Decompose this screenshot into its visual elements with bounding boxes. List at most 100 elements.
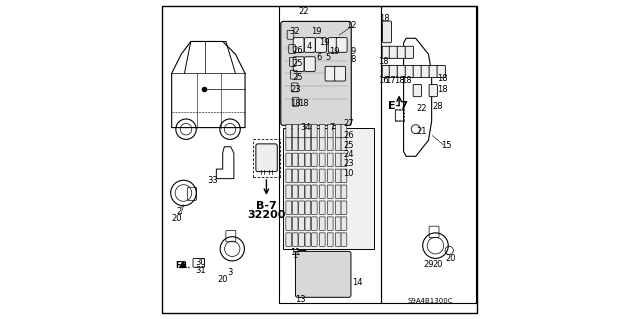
FancyBboxPatch shape	[305, 38, 316, 52]
Text: 12: 12	[346, 21, 356, 30]
Text: 32: 32	[289, 27, 300, 36]
Text: 20: 20	[218, 275, 228, 284]
Text: 19: 19	[312, 27, 322, 36]
Text: 18: 18	[290, 100, 300, 108]
FancyBboxPatch shape	[319, 124, 325, 138]
FancyBboxPatch shape	[299, 137, 305, 151]
Text: 20: 20	[445, 254, 456, 263]
FancyBboxPatch shape	[327, 217, 333, 230]
Text: 3: 3	[227, 268, 233, 277]
FancyBboxPatch shape	[292, 124, 298, 138]
Text: 20: 20	[433, 260, 444, 269]
Text: 5: 5	[325, 53, 330, 62]
FancyBboxPatch shape	[335, 217, 341, 230]
Text: 18: 18	[401, 76, 412, 85]
Text: 26: 26	[344, 131, 354, 140]
FancyBboxPatch shape	[305, 57, 316, 71]
FancyBboxPatch shape	[335, 169, 341, 182]
Text: 15: 15	[441, 141, 452, 150]
Text: 28: 28	[432, 102, 443, 111]
FancyBboxPatch shape	[316, 38, 326, 52]
FancyBboxPatch shape	[305, 185, 311, 198]
FancyBboxPatch shape	[312, 185, 317, 198]
FancyBboxPatch shape	[319, 137, 325, 151]
FancyBboxPatch shape	[293, 38, 304, 52]
FancyBboxPatch shape	[286, 185, 292, 198]
Text: 14: 14	[352, 278, 363, 287]
Text: B-7: B-7	[256, 201, 276, 211]
FancyBboxPatch shape	[341, 233, 347, 246]
Text: 11: 11	[290, 248, 300, 256]
FancyBboxPatch shape	[389, 46, 397, 58]
FancyBboxPatch shape	[327, 137, 333, 151]
FancyBboxPatch shape	[341, 217, 347, 230]
FancyBboxPatch shape	[286, 217, 292, 230]
FancyBboxPatch shape	[299, 185, 305, 198]
Text: 33: 33	[208, 176, 218, 185]
FancyBboxPatch shape	[305, 137, 311, 151]
Bar	[284, 128, 374, 249]
FancyBboxPatch shape	[312, 169, 317, 182]
FancyBboxPatch shape	[305, 169, 311, 182]
FancyBboxPatch shape	[405, 65, 413, 78]
FancyBboxPatch shape	[389, 65, 397, 78]
Text: 1: 1	[292, 251, 297, 260]
FancyBboxPatch shape	[286, 137, 292, 151]
Text: 8: 8	[350, 55, 356, 63]
FancyBboxPatch shape	[286, 124, 292, 138]
FancyBboxPatch shape	[312, 217, 317, 230]
Text: 18: 18	[379, 14, 390, 23]
Text: S9A4B1300C: S9A4B1300C	[407, 299, 453, 304]
Text: 18: 18	[378, 57, 389, 66]
FancyBboxPatch shape	[413, 85, 422, 97]
FancyBboxPatch shape	[341, 169, 347, 182]
Text: 25: 25	[344, 141, 354, 150]
FancyBboxPatch shape	[319, 153, 325, 167]
FancyBboxPatch shape	[292, 185, 298, 198]
FancyBboxPatch shape	[327, 201, 333, 214]
FancyBboxPatch shape	[327, 185, 333, 198]
Text: 19: 19	[319, 38, 330, 47]
FancyBboxPatch shape	[319, 169, 325, 182]
FancyBboxPatch shape	[299, 124, 305, 138]
FancyBboxPatch shape	[335, 124, 341, 138]
FancyBboxPatch shape	[312, 201, 317, 214]
FancyBboxPatch shape	[293, 57, 304, 71]
Text: E-7: E-7	[388, 101, 408, 111]
FancyBboxPatch shape	[305, 153, 311, 167]
FancyBboxPatch shape	[429, 65, 437, 78]
Text: 22: 22	[417, 104, 428, 113]
FancyBboxPatch shape	[397, 65, 406, 78]
Text: 22: 22	[298, 7, 308, 16]
FancyBboxPatch shape	[397, 46, 406, 58]
FancyBboxPatch shape	[341, 153, 347, 167]
Text: 18: 18	[438, 85, 448, 94]
Text: 16: 16	[378, 76, 389, 85]
Text: 6: 6	[317, 53, 322, 62]
FancyBboxPatch shape	[383, 21, 392, 43]
FancyBboxPatch shape	[341, 124, 347, 138]
FancyBboxPatch shape	[292, 137, 298, 151]
FancyBboxPatch shape	[325, 66, 336, 81]
FancyBboxPatch shape	[286, 233, 292, 246]
FancyBboxPatch shape	[305, 201, 311, 214]
FancyBboxPatch shape	[256, 144, 277, 172]
FancyBboxPatch shape	[312, 233, 317, 246]
Text: 21: 21	[417, 127, 428, 136]
FancyBboxPatch shape	[382, 65, 390, 78]
FancyBboxPatch shape	[299, 217, 305, 230]
Text: 23: 23	[291, 85, 301, 94]
Text: 18: 18	[438, 74, 448, 83]
FancyBboxPatch shape	[312, 137, 317, 151]
FancyBboxPatch shape	[382, 46, 390, 58]
FancyBboxPatch shape	[312, 153, 317, 167]
Text: 19: 19	[329, 48, 340, 56]
Text: 10: 10	[344, 169, 354, 178]
FancyBboxPatch shape	[336, 38, 347, 52]
FancyBboxPatch shape	[319, 217, 325, 230]
FancyBboxPatch shape	[405, 46, 413, 58]
Text: 20: 20	[172, 214, 182, 223]
Text: 2: 2	[177, 207, 182, 216]
Bar	[381, 6, 476, 303]
FancyBboxPatch shape	[319, 233, 325, 246]
